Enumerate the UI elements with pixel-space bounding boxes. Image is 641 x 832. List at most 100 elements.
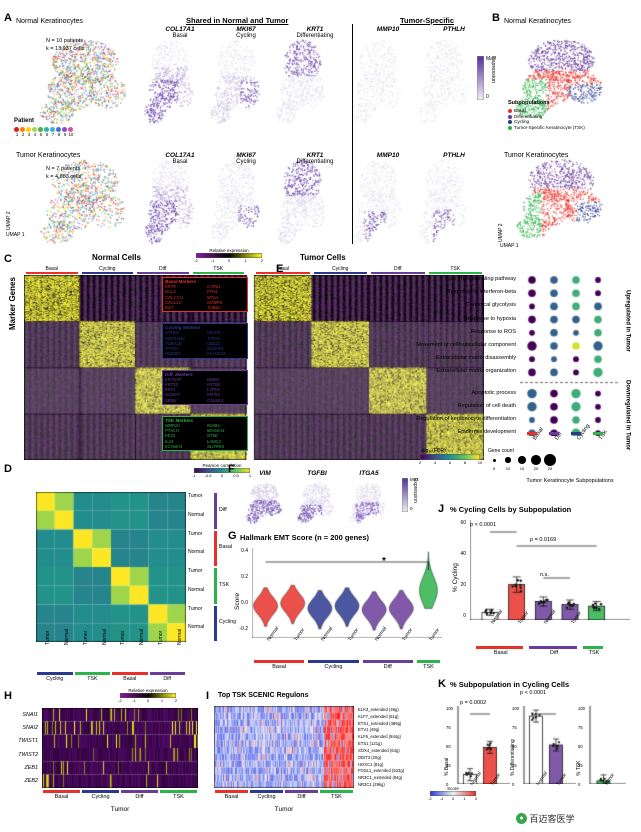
panel-c-gene-name: IGFBP5 <box>207 299 222 305</box>
panel-h-gene-label: TWIST2 <box>18 751 38 758</box>
panel-c-right-col-labels: Basal Cycling Diff TSK <box>254 266 484 276</box>
panel-h-group-bar <box>82 790 119 793</box>
panel-c-gene-name: HIST1H4C <box>165 335 186 341</box>
panel-c-scale: Relative expression -2 -1 0 1 2 <box>194 248 263 265</box>
panel-d-col-group-label: Basal <box>123 676 137 682</box>
panel-a-gene-3-bottom: MMP10 <box>376 152 400 159</box>
panel-k-y-tick: 100 <box>512 706 519 711</box>
panel-d-col-labels: Tumor Normal Tumor Normal Tumor Normal Tumor No… <box>36 629 186 671</box>
panel-i-title: Top TSK SCENIC Regulons <box>218 692 309 699</box>
patient-legend-label: 5 <box>39 132 43 137</box>
panel-a-row1-title: Normal Keratinocytes <box>16 18 83 25</box>
panel-e-letter: E <box>276 263 284 275</box>
panel-i-scale-title: Score <box>447 786 459 791</box>
panel-c-gene-name: INHBA <box>207 422 220 428</box>
panel-d-row-label: Tumor <box>188 605 203 612</box>
scale-tick: 0 <box>220 473 224 478</box>
panel-c-gene-name: THBS2 <box>207 305 221 310</box>
panel-h-gene-label: TWIST1 <box>18 738 38 745</box>
panel-a-gene-1-top: MKI67 Cycling <box>236 26 256 39</box>
panel-c-column-header: Cycling <box>80 266 136 274</box>
panel-a-patient-legend: 1 2 3 4 5 6 7 8 9 10 <box>14 127 74 137</box>
panel-c-gene-name: SBSN <box>165 397 177 403</box>
panel-c-gene-name: KIAA0101 <box>207 351 226 357</box>
panel-e-x-axis-title: Tumor Keratinocyte Subpopulations <box>526 478 614 484</box>
panel-c-gene-name: HMGB2 <box>165 351 180 357</box>
panel-h-scale-title: Relative expression <box>128 688 168 693</box>
patient-legend-dot <box>44 127 49 132</box>
panel-c-gene-name: CXCL14 <box>165 299 181 305</box>
panel-c-gene-name: SLITRK6 <box>207 443 224 449</box>
panel-d-row-label: Normal <box>188 624 205 631</box>
panel-c-gene-name: FEZ1 <box>165 433 176 439</box>
legend-color-dot <box>508 109 512 113</box>
panel-j-group-bar <box>582 646 604 649</box>
panel-j-group-labels: Basal Diff TSK <box>470 646 630 660</box>
panel-d-col-group-label: Cycling <box>46 676 64 682</box>
scale-tick: -2 <box>118 698 122 703</box>
panel-k-y-tick: 100 <box>578 706 585 711</box>
panel-j-y-tick: 60 <box>460 520 466 526</box>
panel-c-right-title: Tumor Cells <box>300 253 346 262</box>
panel-c-column-header: Diff <box>135 266 191 274</box>
patient-legend-dot <box>20 127 25 132</box>
panel-e-term: Canonical glycolysis <box>465 302 516 309</box>
panel-j-ylabel: % Cycling <box>452 563 459 592</box>
panel-f-gene-2: ITGA5 <box>359 470 379 477</box>
panel-a-gene-1-bottom: MKI67 Cycling <box>236 152 256 165</box>
panel-k-y-tick: 50 <box>578 744 583 749</box>
panel-c-gene-row: GCL2 FTH1 <box>165 289 245 294</box>
panel-h-group-label: Basal <box>54 794 69 800</box>
panel-c-column-header: Diff <box>369 266 427 274</box>
panel-j-pvalue-1: p = 0.0169 <box>530 537 557 543</box>
panel-k-y-tick: 75 <box>446 725 451 730</box>
panel-g-y-tick: 0.4 <box>241 548 248 554</box>
patient-legend-dot <box>14 127 19 132</box>
panel-c-gene-block-title: Cycling Markers <box>165 325 201 331</box>
panel-d-col-group-bar <box>112 672 148 675</box>
panel-d-row-label: Tumor <box>188 493 203 499</box>
panel-d-legend-title: Pearson correlation <box>202 463 242 468</box>
scale-tick: 2 <box>260 258 264 263</box>
panel-j-y-ticks: 60 40 20 0 <box>446 520 468 620</box>
panel-c-gene-row: HMGB2 KIAA0101 <box>165 351 245 356</box>
panel-c-gene-name: IL24 <box>165 438 174 444</box>
panel-c-gene-row: IL24 LAMC2 <box>165 439 245 444</box>
scale-tick: 0 <box>451 796 455 801</box>
panel-d-col-label: Tumor <box>45 630 52 645</box>
patient-legend-dot <box>62 127 67 132</box>
panel-c-gene-name: S100A7 <box>165 392 180 398</box>
panel-e-size-tick: 20 <box>533 466 539 471</box>
panel-c-gene-name: CYR61 <box>207 284 221 289</box>
panel-c-gene-name: PTHLH <box>165 428 179 433</box>
panel-j-y-tick: 20 <box>460 582 466 588</box>
patient-legend-label: 10 <box>68 132 74 137</box>
panel-b-legend-item: Tumor-Specific Keratinocyte (TSK) <box>508 125 585 130</box>
panel-e-term: Response to hypoxia <box>463 315 516 322</box>
panel-c-gene-name: TUBA1B <box>165 340 182 346</box>
panel-e-size-tick: 5 <box>492 466 496 471</box>
panel-i-regulon-label: FOSL1_extended (523g) <box>358 768 405 774</box>
panel-g-group-label: TSK <box>423 664 434 670</box>
panel-d-col-label: Normal <box>139 628 146 645</box>
panel-e-term: Epidermis development <box>457 429 516 436</box>
panel-c-column-label: Diff <box>159 266 167 272</box>
panel-a-axis-x: UMAP 1 <box>6 232 25 238</box>
panel-g-y-ticks: 0.4 0.2 0.0 -0.2 <box>228 548 250 638</box>
panel-i-regulon-label: KLF6_extended (844g) <box>358 734 401 740</box>
panel-a-gene-2-top: KRT1 Differentiating <box>296 26 334 39</box>
panel-i-xlabel: Tumor <box>274 806 294 813</box>
panel-c-gene-name: MT2A <box>207 294 219 300</box>
panel-g-group-label: Basal <box>272 664 287 670</box>
panel-i-heatmap <box>214 706 354 788</box>
panel-d-col-group-label: TSK <box>87 676 98 682</box>
panel-f-umaps <box>240 478 395 528</box>
patient-legend-dot <box>68 127 73 132</box>
panel-c-column-label: TSK <box>450 266 461 272</box>
panel-a-gene-3-top: MMP10 <box>376 26 400 33</box>
panel-i-group-bar <box>320 790 353 793</box>
panel-c-column-label: Diff <box>394 266 402 272</box>
panel-e-term: Extracellular matrix organization <box>436 368 516 375</box>
panel-c-gene-row: PTHLH MAGEA4 <box>165 428 245 433</box>
panel-j-group-label: Diff <box>549 650 559 656</box>
